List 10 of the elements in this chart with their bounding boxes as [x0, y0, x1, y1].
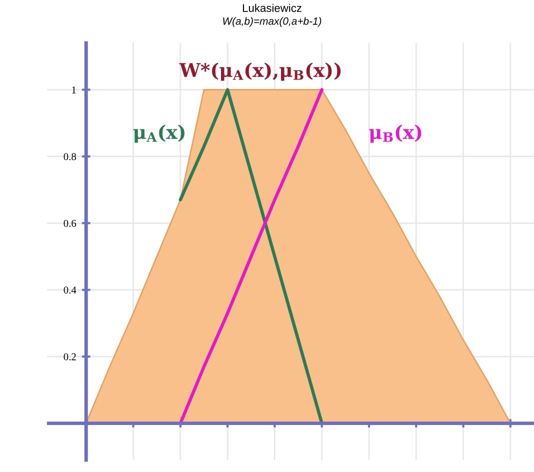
chart-title: Lukasiewicz	[242, 4, 302, 12]
text: μ$_{B}$(x)	[369, 124, 422, 143]
y-tick-label: 0.8	[64, 153, 76, 160]
series-label: μ$_{A}$(x)	[133, 124, 184, 143]
series-label: W*(μ$_{A}$(x),μ$_{B}$(x))	[179, 62, 341, 81]
y-tick-label: 0.6	[64, 220, 76, 227]
chart-subtitle: W(a,b)=max(0,a+b-1)	[223, 17, 322, 27]
y-tick-label: 0.2	[64, 353, 76, 360]
y-tick-label: 1	[72, 86, 76, 94]
y-tick-label: 0.4	[64, 286, 76, 294]
